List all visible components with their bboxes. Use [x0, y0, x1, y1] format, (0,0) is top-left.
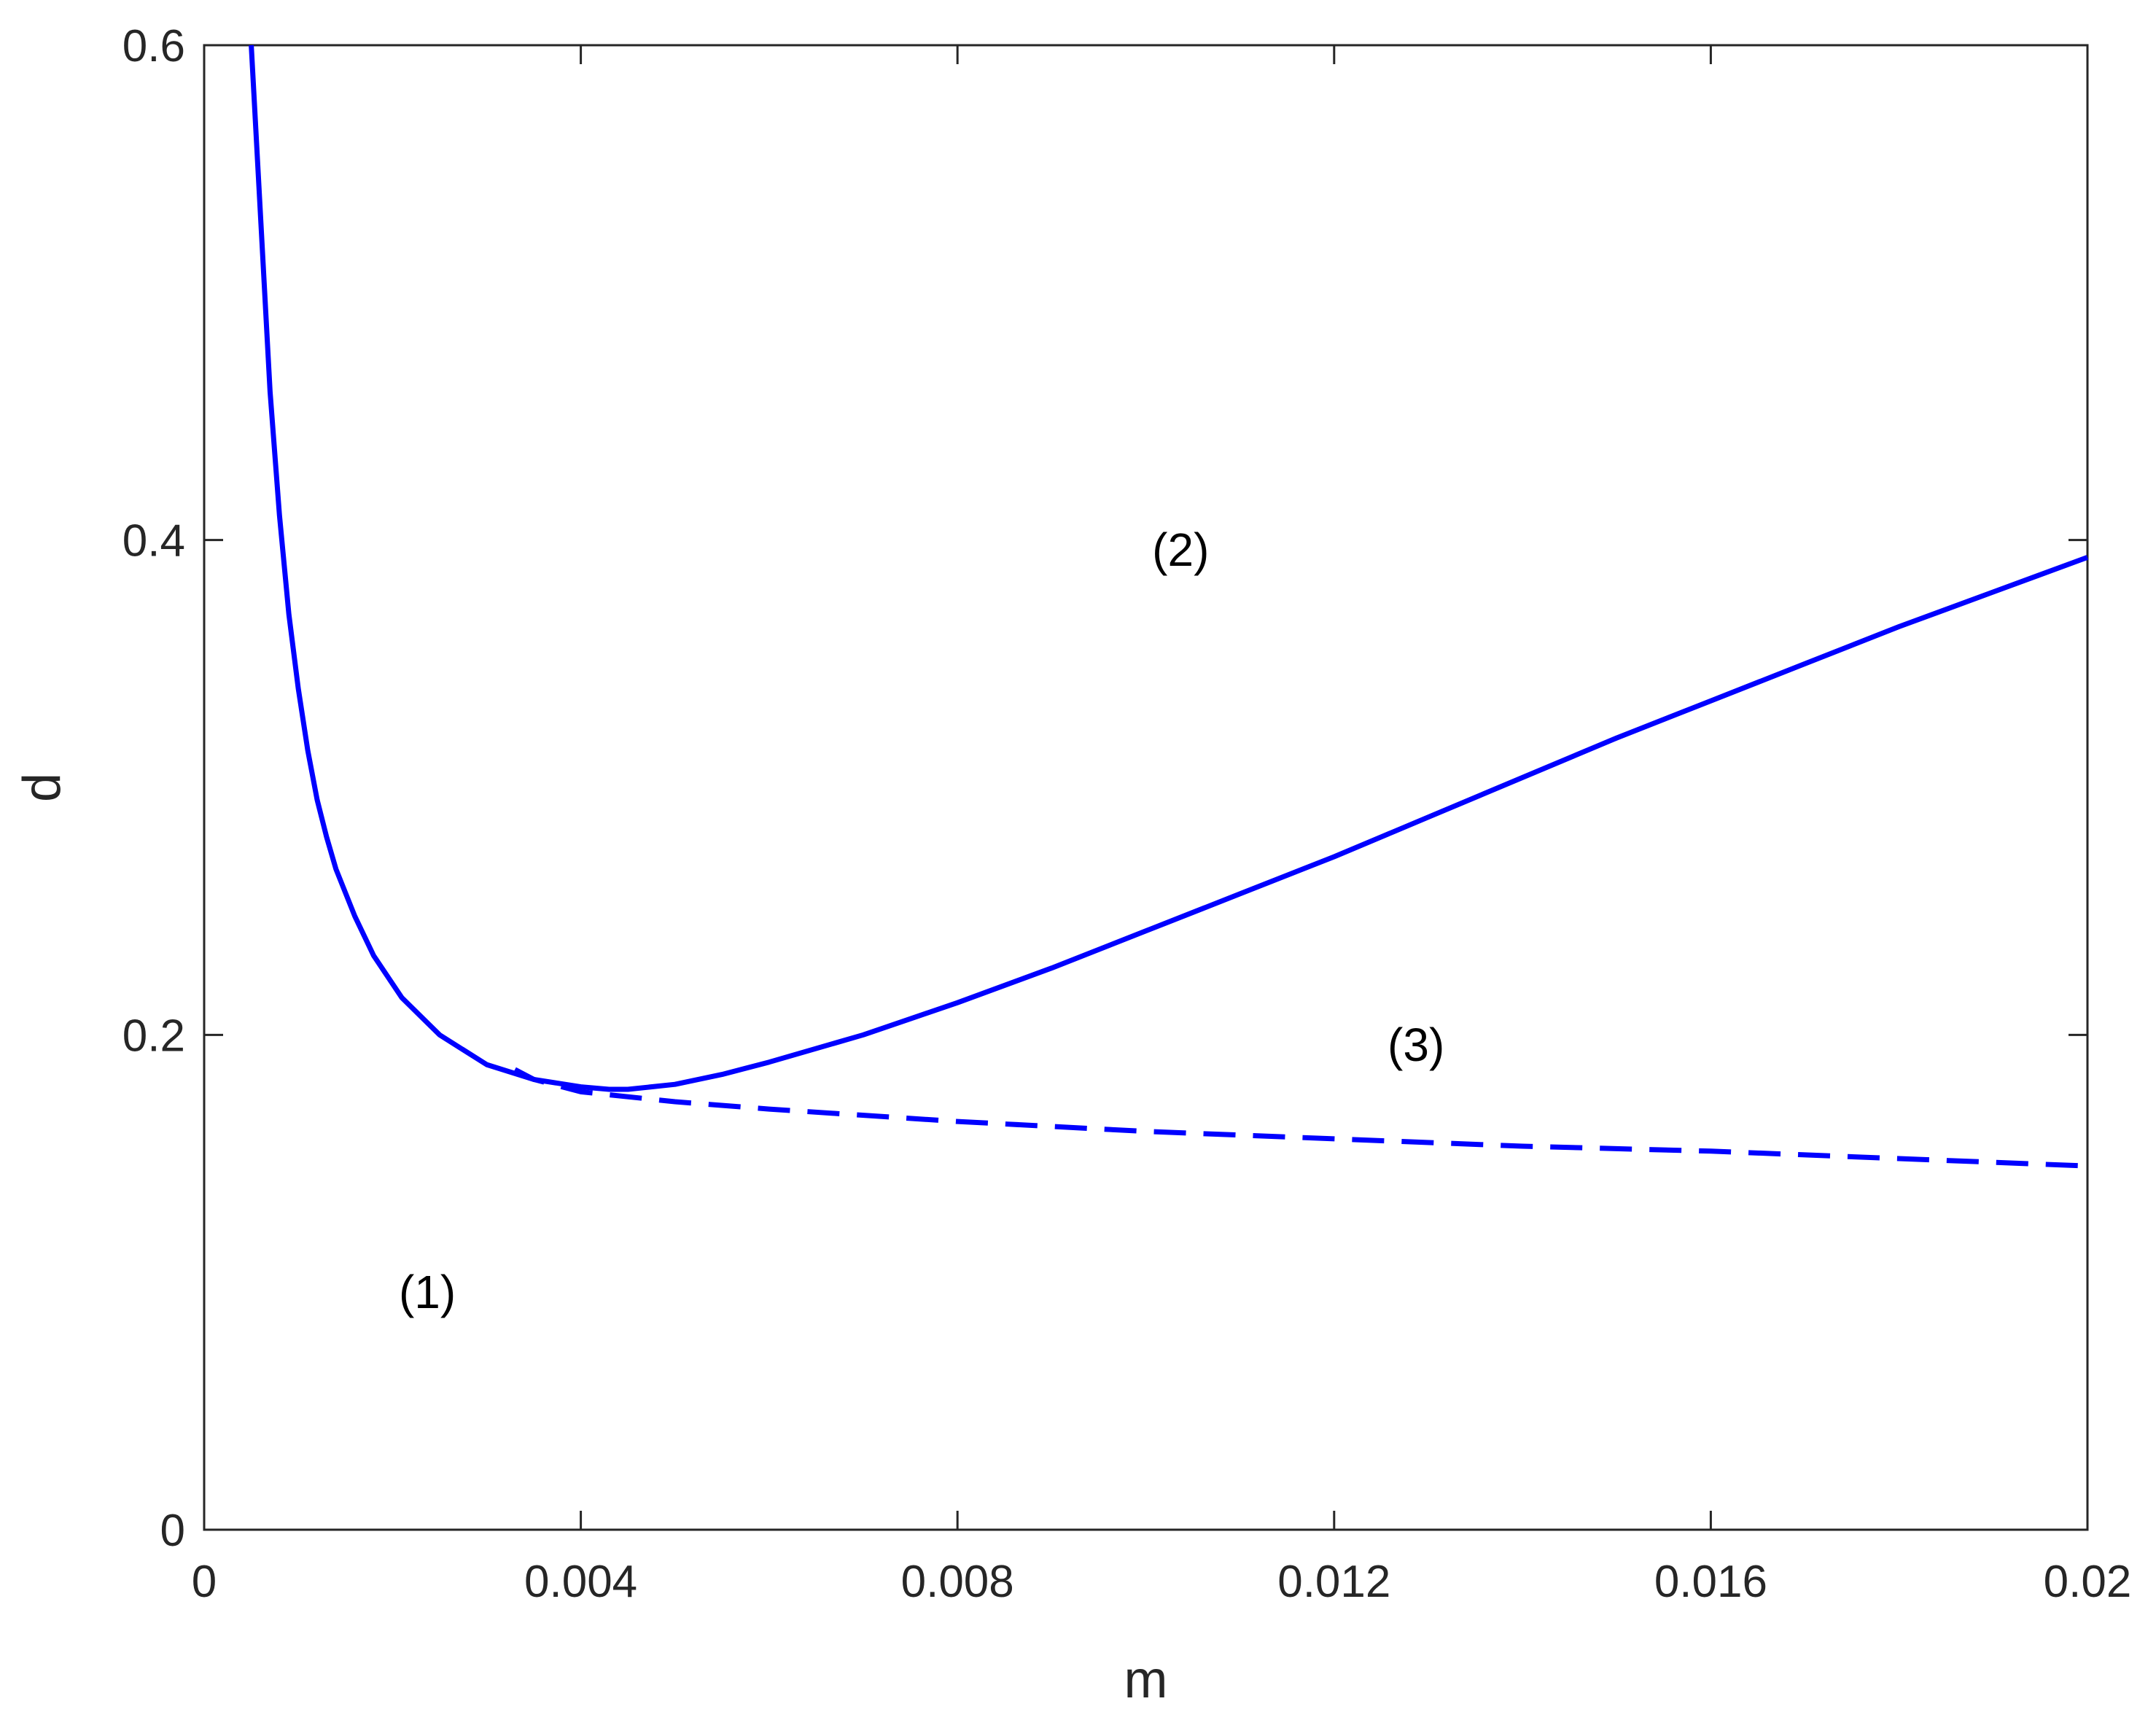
x-axis-label: m	[1124, 1651, 1168, 1709]
solid-boundary-curve	[249, 44, 2089, 1092]
x-tick-label: 0	[192, 1557, 217, 1607]
annotation-layer: (1) (2) (3)	[399, 524, 1444, 1318]
x-tick-label: 0.008	[901, 1557, 1014, 1607]
y-axis-label: d	[13, 773, 71, 802]
y-tick-label: 0.6	[122, 21, 185, 71]
region-label: (3)	[1388, 1019, 1444, 1071]
region-label: (1)	[399, 1266, 456, 1318]
y-tick-label: 0	[160, 1506, 185, 1556]
x-tick-label: 0.012	[1277, 1557, 1390, 1607]
x-tick-label: 0.016	[1654, 1557, 1767, 1607]
dashed-boundary-curve	[513, 1067, 2088, 1169]
region-label: (2)	[1152, 524, 1209, 576]
axes-box	[203, 44, 2089, 1531]
x-tick-label: 0.004	[524, 1557, 637, 1607]
tick-labels: 0 0.004 0.008 0.012 0.016 0.02 0 0.2 0.4 0.6	[122, 21, 2132, 1607]
plot-area	[203, 44, 2089, 1531]
y-tick-label: 0.2	[122, 1011, 185, 1061]
x-tick-label: 0.02	[2044, 1557, 2132, 1607]
tick-marks	[203, 44, 2089, 1531]
y-tick-label: 0.4	[122, 516, 185, 567]
series-layer	[249, 44, 2089, 1169]
